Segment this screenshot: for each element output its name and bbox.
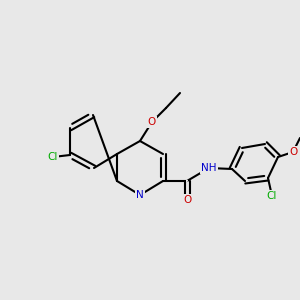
Text: O: O — [183, 195, 191, 205]
Text: C: C — [187, 181, 188, 182]
Text: N: N — [136, 190, 144, 200]
Text: Cl: Cl — [48, 152, 58, 162]
Text: NH: NH — [201, 163, 217, 173]
Text: O: O — [289, 147, 297, 157]
Text: O: O — [148, 117, 156, 127]
Text: Cl: Cl — [267, 191, 277, 201]
